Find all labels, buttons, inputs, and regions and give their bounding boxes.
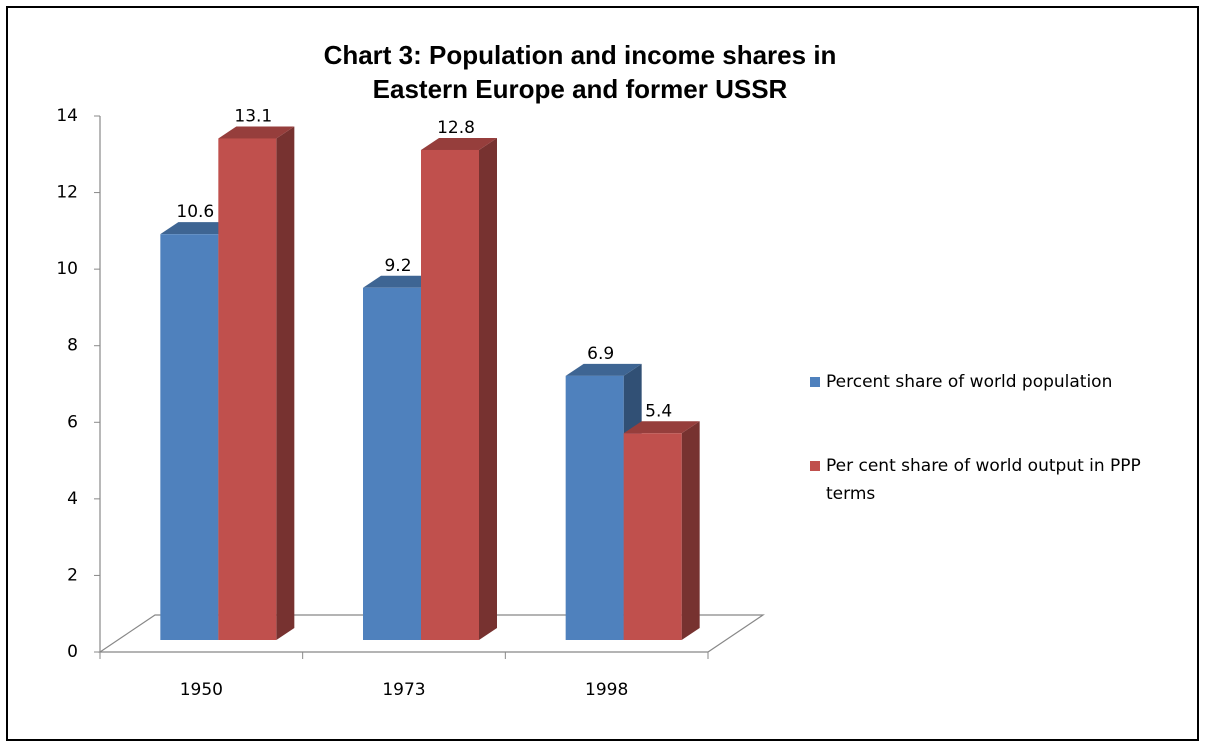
legend-label: Percent share of world population (826, 372, 1113, 392)
legend-item: Percent share of world population (810, 368, 1180, 396)
y-tick-label: 8 (67, 336, 78, 356)
legend-swatch (810, 461, 820, 471)
x-tick-label: 1998 (585, 680, 628, 700)
x-tick-label: 1973 (382, 680, 425, 700)
bar-top (363, 275, 439, 288)
bar-top (565, 363, 642, 376)
legend-label: Per cent share of world output in PPP te… (826, 456, 1141, 504)
bar (160, 234, 219, 640)
data-label: 13.1 (234, 106, 272, 126)
bar-top (218, 126, 295, 139)
y-tick-label: 14 (56, 106, 78, 126)
legend-swatch (810, 377, 820, 387)
bar (421, 149, 479, 640)
data-label: 12.8 (437, 118, 475, 138)
bar (623, 433, 682, 640)
bar-side (276, 126, 295, 640)
bar-side (681, 421, 700, 640)
data-label: 5.4 (645, 401, 672, 421)
legend-item: Per cent share of world output in PPP te… (810, 452, 1180, 508)
bar (363, 287, 421, 640)
bar (218, 138, 277, 640)
y-tick-label: 0 (67, 642, 78, 662)
y-tick-label: 4 (67, 489, 78, 509)
y-tick-label: 2 (67, 565, 78, 585)
chart-title: Chart 3: Population and income shares in… (323, 40, 837, 104)
data-label: 10.6 (176, 202, 214, 222)
y-tick-label: 10 (56, 259, 78, 279)
y-tick-label: 6 (67, 412, 78, 432)
bar (565, 375, 624, 640)
bar-top (623, 421, 700, 434)
data-label: 6.9 (587, 344, 614, 364)
bar-top (160, 222, 237, 235)
data-label: 9.2 (384, 256, 411, 276)
frame (6, 6, 1199, 741)
x-tick-label: 1950 (180, 680, 223, 700)
bar-side (479, 137, 497, 640)
y-tick-label: 12 (56, 183, 78, 203)
bar-top (421, 137, 497, 150)
